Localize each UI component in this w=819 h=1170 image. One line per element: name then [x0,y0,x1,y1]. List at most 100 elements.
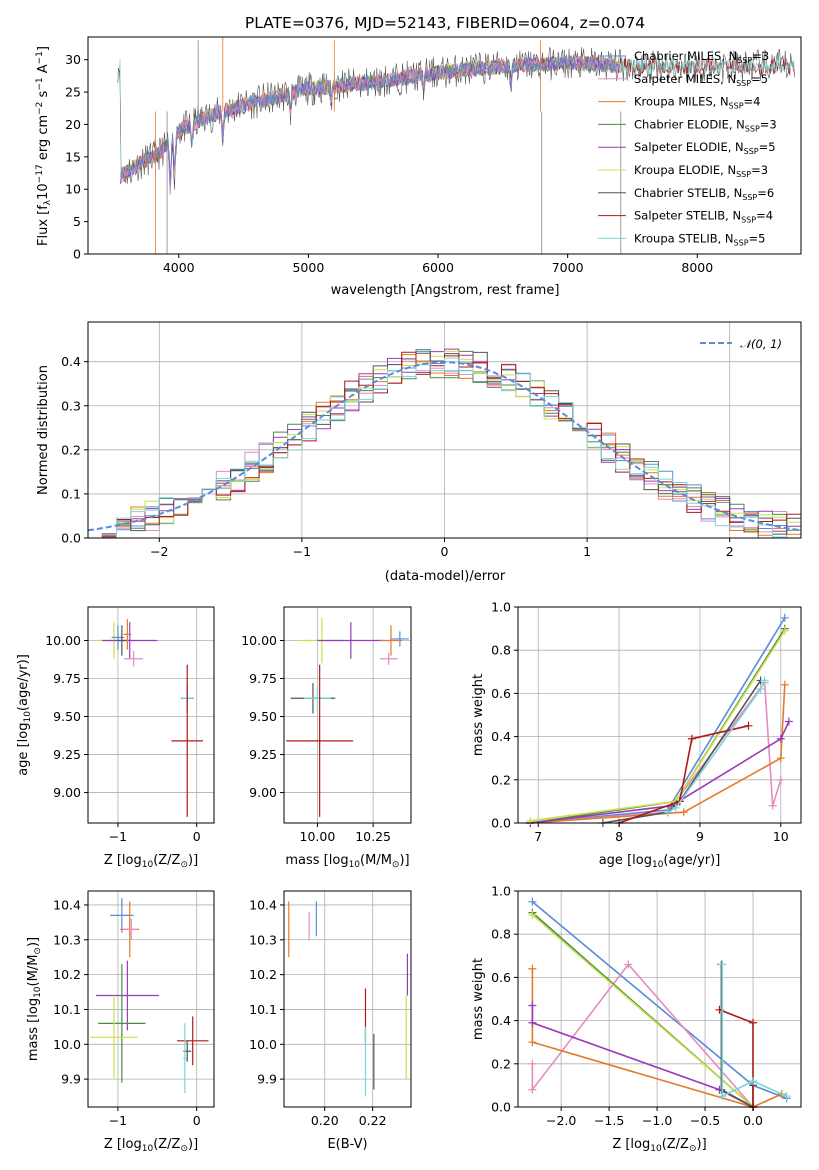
mass-ebv-ytick-label: 10.0 [249,1037,277,1052]
histogram-xticks: −2 −1 0 1 2 [150,538,734,559]
normal-legend-label: 𝒩(0, 1) [740,337,782,351]
spectrum-xlabel: wavelength [Angstrom, rest frame] [331,283,560,298]
histogram-plot-area [87,322,802,539]
legend-label-kroupa_stelib: Kroupa STELIB, NSSP=5 [634,231,765,247]
weight-age-line-salpeter_elodie [530,721,790,824]
histogram-yticks: 0.0 0.1 0.2 0.3 0.4 [61,354,88,546]
age-z-ytick-label: 9.75 [53,671,81,686]
mass-ebv-ytick-label: 10.3 [249,932,277,947]
weight-age-marker-kroupa_stelib [663,808,672,817]
spectrum-xtick-label: 4000 [163,260,195,275]
histogram-ytick-label: 0.0 [61,531,81,546]
weight-z-marker-salpeter_miles [624,960,633,969]
age-mass-xlabel: mass [log10(M/M⊙)] [285,853,409,870]
weight-age-marker-salpeter_stelib [687,734,696,743]
mass-z-ytick-label: 9.9 [61,1072,81,1087]
weight-z-marker-salpeter_elodie [528,1018,537,1027]
weight-age-frame [517,606,802,824]
spectrum-title: PLATE=0376, MJD=52143, FIBERID=0604, z=0… [245,14,645,32]
spectrum-line-kroupa_elodie [120,55,620,187]
weight-age-line-kroupa_miles [530,684,786,824]
weight-age-xlabel: age [log10(age/yr)] [599,853,721,870]
weight-z-marker-kroupa_stelib [718,1092,727,1101]
weight-age-ytick-label: 0.0 [491,816,511,831]
weight-age-marker-salpeter_miles [776,775,785,784]
histogram-series-kroupa_stelib [88,357,801,539]
histogram-xtick-label: −1 [293,544,311,559]
weight-z-marker-salpeter_miles [528,1085,537,1094]
age-mass-frame [283,606,412,824]
weight-age-xtick-label: 10 [773,829,789,844]
weight-z-ytick-label: 0.0 [491,1100,511,1115]
age-z-xtick-label: −1 [109,829,127,844]
weight-age-ytick-label: 0.2 [491,772,511,787]
mass-z-ytick-label: 10.4 [53,897,81,912]
weight-age-marker-kroupa_miles [679,808,688,817]
spectrum-xticks: 4000 5000 6000 7000 8000 [163,254,713,275]
weight-z-marker-chabrier_stelib [717,1085,726,1094]
weight-age-marker-kroupa_elodie [780,626,789,635]
spectrum-line-salpeter_elodie [120,55,620,187]
mass-ebv-xtick-label: 0.20 [311,1113,339,1128]
weight-vs-age-panel: 7 8 9 10 0.0 0.2 0.4 0.6 0.8 1.0 age [log10(age/yr… [471,600,802,870]
age-z-ytick-label: 9.00 [53,785,81,800]
mass-z-frame [87,890,215,1108]
age-vs-metallicity-panel: −1 0 9.00 9.25 9.50 9.75 10.00 Z [log10(Z/Z⊙)] a… [16,606,215,870]
weight-z-marker-salpeter_miles [528,1059,537,1068]
spectrum-xtick-label: 7000 [552,260,584,275]
spectrum-xtick-label: 6000 [422,260,454,275]
weight-age-marker-kroupa_elodie [526,816,535,825]
legend-label-kroupa_elodie: Kroupa ELODIE, NSSP=3 [634,163,768,179]
age-mass-ytick-label: 9.75 [249,671,277,686]
weight-z-ylabel: mass weight [471,958,486,1040]
weight-age-marker-kroupa_miles [780,680,789,689]
weight-z-marker-salpeter_elodie [528,1001,537,1010]
weight-z-marker-salpeter_stelib [749,1018,758,1027]
spectrum-ytick-label: 15 [65,149,81,164]
weight-z-line-kroupa_stelib [721,964,787,1098]
weight-z-xtick-label: −1.0 [642,1113,672,1128]
mass-ebv-ytick-label: 10.1 [249,1002,277,1017]
spectrum-yticks: 0 5 10 15 20 25 30 [65,52,88,262]
mass-ebv-xlabel: E(B-V) [327,1137,367,1152]
mass-z-xtick-label: 0 [193,1113,201,1128]
legend-label-salpeter_elodie: Salpeter ELODIE, NSSP=5 [634,140,776,156]
mass-z-ytick-label: 10.0 [53,1037,81,1052]
age-mass-ytick-label: 9.50 [249,709,277,724]
spectrum-lines [117,37,795,254]
mass-z-ylabel: mass [log10(M/M⊙)] [26,937,43,1061]
weight-age-marker-salpeter_elodie [776,734,785,743]
weight-z-line-salpeter_miles [531,963,754,1108]
spectrum-ytick-label: 10 [65,182,81,197]
histogram-xtick-label: −2 [150,544,168,559]
weight-z-marker-kroupa_stelib [718,960,727,969]
weight-age-xtick-label: 8 [615,829,623,844]
weight-z-marker-kroupa_elodie [528,910,537,919]
age-z-ytick-label: 10.00 [45,633,81,648]
spectrum-panel: PLATE=0376, MJD=52143, FIBERID=0604, z=0… [35,14,802,298]
weight-age-line-kroupa_stelib [667,680,766,813]
weight-z-line-chabrier_stelib [720,964,754,1109]
weight-age-xtick-label: 9 [696,829,704,844]
weight-age-marker-kroupa_stelib [671,803,680,812]
weight-z-xtick-label: −0.5 [690,1113,720,1128]
legend-label-chabrier_miles: Chabrier MILES, NSSP=3 [634,49,769,65]
weight-age-ytick-label: 0.6 [491,686,511,701]
mass-z-ytick-label: 10.3 [53,932,81,947]
spectrum-xtick-label: 8000 [681,260,713,275]
weight-age-xtick-label: 7 [534,829,542,844]
age-z-ytick-label: 9.25 [53,747,81,762]
mass-ebv-ytick-label: 10.2 [249,967,277,982]
weight-z-marker-kroupa_stelib [749,1077,758,1086]
histogram-series-salpeter_stelib [88,351,801,539]
histogram-ylabel: Normed distribution [36,365,51,495]
histogram-xtick-label: 1 [583,544,591,559]
mass-ebv-frame [283,890,412,1108]
spectrum-xtick-label: 5000 [292,260,324,275]
age-z-frame [87,606,215,824]
mass-ebv-ytick-label: 10.4 [249,897,277,912]
histogram-ytick-label: 0.3 [61,398,81,413]
age-mass-ytick-label: 9.00 [249,785,277,800]
histogram-ytick-label: 0.4 [61,354,81,369]
normal-curve [87,361,802,532]
